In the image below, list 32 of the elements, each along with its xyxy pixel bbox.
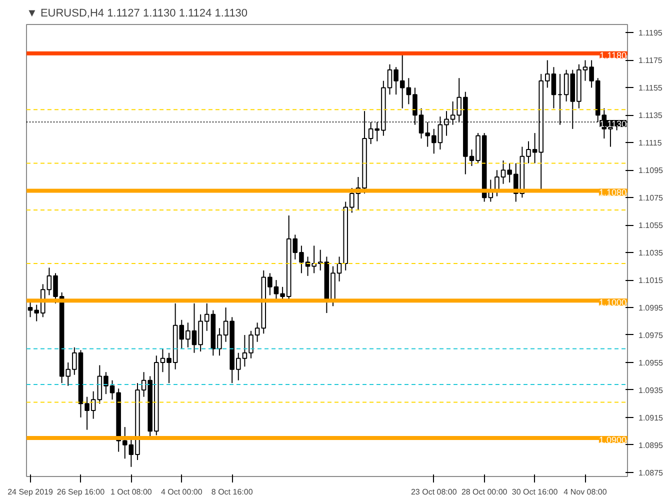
y-tick-label: 1.1015 (638, 276, 664, 286)
y-tick-label: 1.1115 (638, 138, 662, 148)
x-tick-label: 23 Oct 08:00 (410, 488, 458, 496)
y-tick-label: 1.0915 (638, 413, 664, 422)
x-tick-label: 24 Sep 2019 (8, 488, 54, 496)
y-tick-label: 1.0935 (638, 386, 664, 395)
x-tick-label: 4 Oct 00:00 (160, 488, 203, 496)
y-tick-label: 1.1175 (638, 56, 663, 66)
ref-line-label: 1.0900 (598, 435, 627, 446)
y-tick-label: 1.1155 (638, 84, 663, 93)
ref-line-label: 1.1130 (600, 119, 626, 130)
x-tick-label: 4 Nov 08:00 (564, 488, 608, 496)
y-tick-label: 1.0995 (638, 304, 664, 313)
ref-line-label: 1.1000 (598, 298, 627, 308)
y-tick-label: 1.0875 (638, 468, 664, 478)
ref-line-label: 1.1180 (600, 50, 626, 60)
x-tick-label: 26 Sep 16:00 (56, 488, 106, 496)
x-tick-label: 8 Oct 16:00 (211, 488, 254, 496)
x-tick-label: 30 Oct 16:00 (512, 488, 558, 496)
ref-line-label: 1.1080 (598, 188, 627, 198)
y-tick-label: 1.0975 (638, 330, 664, 340)
y-tick-label: 1.1095 (638, 166, 664, 176)
y-tick-label: 1.1135 (638, 111, 663, 120)
y-tick-label: 1.1195 (638, 28, 663, 38)
x-tick-label: 28 Oct 00:00 (461, 488, 508, 496)
y-tick-label: 1.1055 (638, 221, 664, 230)
y-tick-label: 1.0895 (638, 440, 664, 450)
y-tick-label: 1.1075 (638, 194, 664, 203)
y-tick-label: 1.0955 (638, 358, 664, 368)
chart-title: ▼ EURUSD,H4 1.1127 1.1130 1.1124 1.1130 (26, 8, 248, 20)
x-tick-label: 1 Oct 08:00 (110, 488, 152, 496)
y-tick-label: 1.1035 (638, 248, 664, 258)
